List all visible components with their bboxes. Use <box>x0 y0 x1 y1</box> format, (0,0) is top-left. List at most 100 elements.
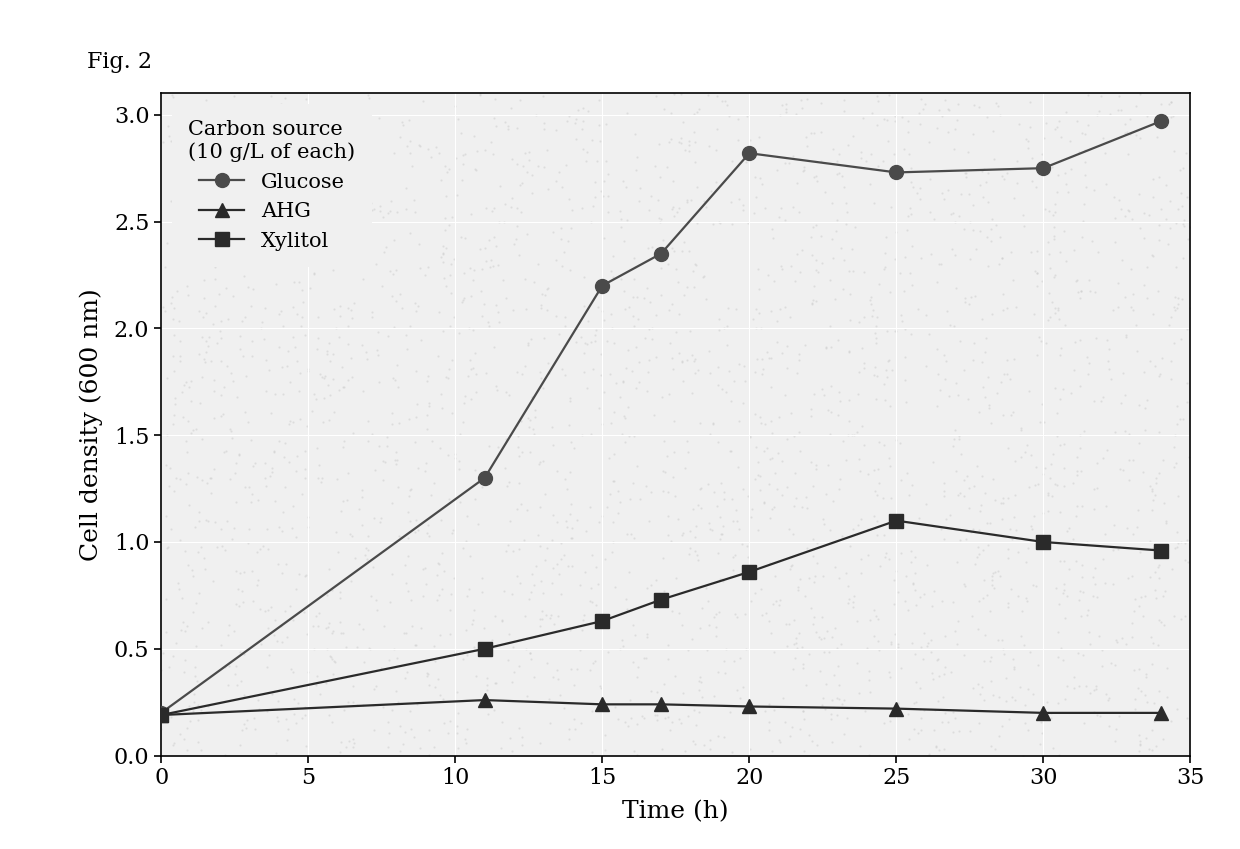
Point <box>1153 732 1173 745</box>
Point <box>688 363 708 377</box>
Point <box>1006 524 1025 537</box>
Point <box>1105 424 1125 438</box>
Point <box>330 616 350 629</box>
Point <box>418 667 438 681</box>
Point <box>241 239 260 253</box>
Point <box>903 479 923 492</box>
Point <box>854 356 874 369</box>
Point <box>229 329 249 343</box>
Point <box>604 447 624 461</box>
Point <box>591 184 611 198</box>
Point <box>1147 739 1167 753</box>
Point <box>910 702 930 716</box>
Point <box>552 552 572 565</box>
Point <box>900 201 920 215</box>
Point <box>531 540 551 554</box>
Point <box>486 119 506 132</box>
Point <box>1068 499 1087 513</box>
Point <box>851 144 870 158</box>
Point <box>1126 318 1146 332</box>
Point <box>954 577 973 591</box>
Point <box>378 654 398 667</box>
Point <box>190 168 210 182</box>
Point <box>585 176 605 189</box>
Point <box>859 664 879 678</box>
Point <box>277 712 296 726</box>
Point <box>856 155 875 168</box>
Point <box>703 217 723 231</box>
Point <box>697 643 717 656</box>
Point <box>503 303 523 317</box>
Point <box>339 734 358 748</box>
Point <box>1171 535 1190 548</box>
Point <box>575 525 595 538</box>
Point <box>745 408 765 421</box>
Point <box>776 340 796 353</box>
Point <box>594 313 614 327</box>
Point <box>1086 683 1106 696</box>
Point <box>854 265 874 278</box>
Point <box>777 362 797 375</box>
Point <box>299 510 319 524</box>
Point <box>398 531 418 545</box>
Point <box>342 311 362 324</box>
Point <box>384 320 404 334</box>
Point <box>978 166 998 180</box>
Point <box>275 436 295 450</box>
Point <box>304 267 324 280</box>
Point <box>249 542 269 555</box>
Point <box>453 652 472 666</box>
Point <box>1018 682 1038 695</box>
Point <box>187 470 207 484</box>
Point <box>1107 635 1127 649</box>
Point <box>807 536 827 549</box>
Point <box>285 340 305 354</box>
Point <box>239 481 259 494</box>
Point <box>734 359 754 373</box>
Point <box>1126 592 1146 605</box>
Point <box>632 709 652 722</box>
Point <box>454 396 474 410</box>
Point <box>1004 694 1024 707</box>
Point <box>703 418 723 431</box>
Point <box>848 315 868 329</box>
Point <box>1074 716 1094 729</box>
Point <box>164 301 184 315</box>
Point <box>901 239 921 253</box>
Point <box>1028 267 1048 280</box>
Point <box>794 745 813 758</box>
Point <box>1172 292 1192 306</box>
Point <box>935 706 955 720</box>
Point <box>279 456 299 469</box>
Point <box>746 302 766 316</box>
Point <box>548 672 568 686</box>
Point <box>689 621 709 635</box>
Point <box>384 233 404 247</box>
Point <box>564 116 584 130</box>
Point <box>898 115 918 128</box>
Point <box>708 435 728 448</box>
Point <box>440 714 460 728</box>
Point <box>611 272 631 285</box>
Point <box>636 651 656 665</box>
Point <box>663 470 683 484</box>
Point <box>440 268 460 282</box>
Point <box>667 325 687 339</box>
Point <box>507 570 527 583</box>
Point <box>1038 235 1058 249</box>
Point <box>1068 464 1087 477</box>
Point <box>947 614 967 627</box>
Point <box>805 279 825 293</box>
Point <box>299 364 319 378</box>
Point <box>1099 691 1118 705</box>
Point <box>740 430 760 444</box>
Point <box>761 351 781 364</box>
Point <box>1156 514 1176 527</box>
Point <box>278 344 298 357</box>
Point <box>818 458 838 471</box>
Point <box>216 749 236 762</box>
Point <box>1112 632 1132 645</box>
Point <box>1034 202 1054 216</box>
Point <box>317 621 337 634</box>
Point <box>295 328 315 341</box>
